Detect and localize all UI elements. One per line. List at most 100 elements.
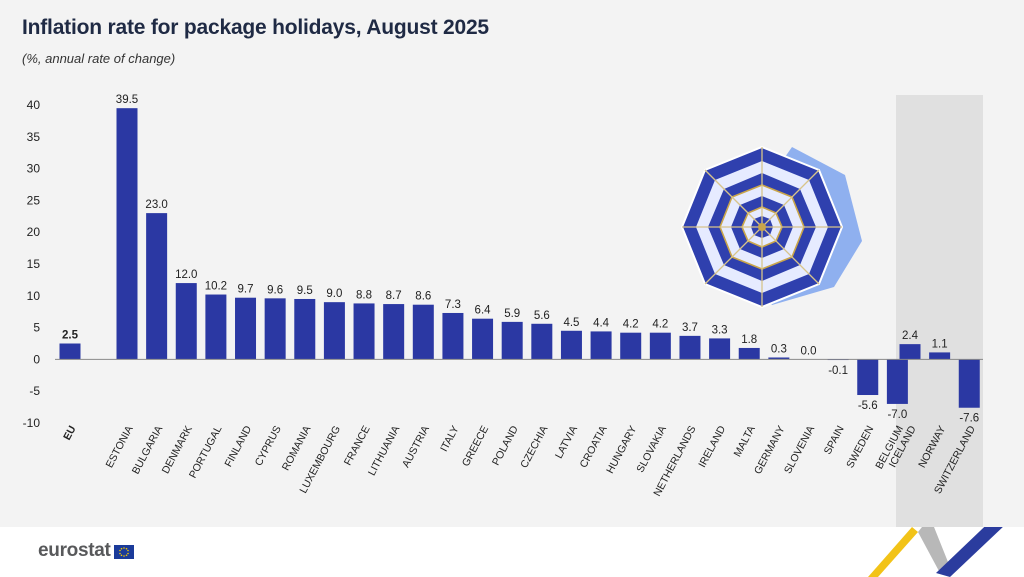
x-tick-label: LATVIA: [553, 424, 580, 461]
bar-romania: [294, 298, 316, 360]
bar-czechia: [531, 323, 553, 360]
x-tick-label: LITHUANIA: [366, 424, 402, 478]
value-label: 12.0: [175, 269, 197, 281]
value-label: 5.9: [504, 308, 520, 320]
logo-text: eurostat: [38, 540, 111, 561]
x-tick-label: ESTONIA: [104, 424, 136, 470]
eu-flag-icon: [113, 545, 134, 559]
bar-france: [353, 303, 375, 360]
bar-portugal: [205, 294, 227, 360]
bar-hungary: [620, 332, 642, 360]
y-axis: 40 35 30 25 20 15 10 5 0 -5 -10: [23, 98, 41, 430]
bar-poland: [501, 321, 523, 360]
value-label: 3.3: [712, 324, 728, 336]
value-label: 1.1: [932, 338, 948, 350]
value-label: 6.4: [475, 305, 492, 317]
value-label: 9.0: [326, 288, 342, 300]
x-tick-label: CYPRUS: [253, 424, 284, 468]
y-tick-label: -5: [29, 384, 40, 398]
x-axis-labels: EU ESTONIABULGARIADENMARKPORTUGALFINLANDC…: [61, 423, 978, 498]
value-label: 10.2: [205, 281, 227, 293]
x-tick-label: CZECHIA: [518, 424, 550, 470]
x-tick-label: ITALY: [438, 424, 462, 454]
bar-croatia: [590, 331, 612, 360]
footer: [0, 527, 1024, 577]
x-tick-label: POLAND: [490, 423, 521, 467]
value-label: -7.6: [959, 413, 979, 425]
y-tick-label: 35: [27, 130, 41, 144]
value-label: -7.0: [887, 409, 907, 421]
value-label: -5.6: [858, 400, 878, 412]
value-label: 4.4: [593, 317, 610, 329]
bar-netherlands: [679, 335, 701, 360]
bar-belgium: [886, 359, 908, 404]
x-tick-label: CROATIA: [578, 424, 610, 470]
y-tick-label: 5: [33, 321, 40, 335]
value-label: 8.6: [415, 291, 431, 303]
x-tick-label: SWEDEN: [844, 424, 876, 470]
bar-ireland: [709, 338, 731, 360]
value-label: 9.6: [267, 284, 283, 296]
x-tick-label: EU: [61, 424, 78, 443]
x-tick-label: GREECE: [460, 424, 491, 469]
y-tick-label: 10: [27, 289, 41, 303]
bar-slovakia: [649, 332, 671, 360]
bar-chart: 40 35 30 25 20 15 10 5 0 -5 -10 2.5 39.5 23.0 12.0 10.…: [23, 94, 983, 527]
x-tick-label: IRELAND: [696, 423, 728, 469]
bar-bulgaria: [146, 213, 168, 360]
bar-latvia: [560, 330, 582, 360]
bar-germany: [768, 357, 790, 360]
value-label: 3.7: [682, 322, 698, 334]
chart-title: Inflation rate for package holidays, Aug…: [22, 16, 489, 39]
value-label: 2.5: [62, 330, 79, 342]
y-tick-label: 25: [27, 193, 41, 207]
value-label: 39.5: [116, 94, 138, 106]
value-label: 0.3: [771, 343, 787, 355]
x-tick-label: ROMANIA: [280, 424, 314, 473]
bar-malta: [738, 347, 760, 360]
bar-finland: [235, 297, 257, 360]
y-tick-label: -10: [23, 416, 41, 430]
bar-denmark: [175, 283, 197, 360]
value-label: -0.1: [828, 365, 848, 377]
bar-switzerland: [958, 359, 980, 408]
x-tick-label: MALTA: [732, 424, 758, 459]
value-label: 5.6: [534, 310, 550, 322]
y-tick-label: 15: [27, 257, 41, 271]
y-tick-label: 20: [27, 225, 41, 239]
value-label: 0.0: [800, 345, 816, 357]
x-tick-label: AUSTRIA: [400, 424, 432, 470]
bar-cyprus: [264, 298, 286, 360]
bar-greece: [472, 318, 494, 360]
value-label: 4.2: [652, 319, 668, 331]
value-labels: 2.5 39.5 23.0 12.0 10.2 9.7 9.6 9.5 9.0 8.8 8.7 8.6…: [62, 94, 979, 425]
value-label: 7.3: [445, 299, 461, 311]
beach-umbrella-illustration: [680, 145, 862, 309]
value-label: 8.8: [356, 289, 372, 301]
value-label: 23.0: [145, 199, 167, 211]
value-label: 9.5: [297, 285, 313, 297]
x-tick-label: SLOVAKIA: [634, 424, 669, 475]
value-label: 4.5: [563, 317, 579, 329]
y-tick-label: 30: [27, 162, 41, 176]
bar-austria: [412, 304, 434, 360]
bar-luxembourg: [323, 302, 345, 360]
x-tick-label: SLOVENIA: [782, 424, 817, 476]
corner-swoosh-decoration: [868, 527, 1003, 577]
bar-norway: [929, 352, 951, 360]
x-tick-label: SPAIN: [822, 424, 847, 457]
bar-lithuania: [383, 304, 405, 360]
bar-italy: [442, 312, 464, 360]
value-label: 1.8: [741, 334, 757, 346]
value-label: 9.7: [238, 284, 254, 296]
bar-iceland: [899, 344, 921, 360]
x-tick-label: FRANCE: [342, 424, 373, 468]
efta-shaded-region: [896, 95, 983, 527]
eurostat-logo: eurostat: [38, 540, 134, 562]
bars: [59, 108, 980, 408]
bar-sweden: [857, 359, 879, 396]
chart-panel: [0, 0, 1024, 527]
x-tick-label: FINLAND: [222, 423, 254, 469]
value-label: 4.2: [623, 319, 639, 331]
chart-subtitle: (%, annual rate of change): [22, 51, 176, 66]
